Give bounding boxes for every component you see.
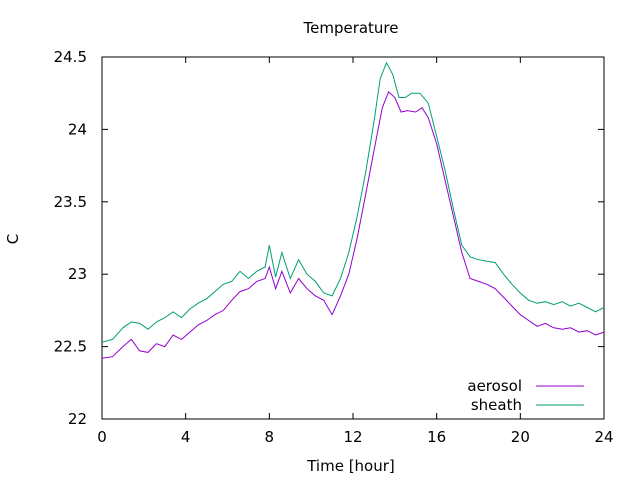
series-line-aerosol <box>101 90 605 359</box>
y-tick-label: 22 <box>68 410 87 428</box>
x-tick-label: 8 <box>265 428 275 446</box>
series-layer <box>101 61 605 359</box>
x-tick-label: 0 <box>97 428 107 446</box>
chart-title: Temperature <box>302 19 398 37</box>
y-tick-label: 23 <box>68 265 87 283</box>
axis-ticks: 0 4 8 12 16 20 24 22 22.5 23 23.5 24 24.5 <box>54 48 614 446</box>
legend-label: sheath <box>471 396 522 414</box>
y-tick-label: 22.5 <box>54 338 87 356</box>
series-line-sheath <box>101 61 605 343</box>
x-tick-label: 16 <box>427 428 446 446</box>
y-tick-label: 23.5 <box>54 193 87 211</box>
plot-area <box>101 56 605 420</box>
y-tick-label: 24 <box>68 120 87 138</box>
x-tick-label: 20 <box>511 428 530 446</box>
y-axis-label: C <box>4 234 22 244</box>
x-axis-label: Time [hour] <box>306 457 395 475</box>
y-tick-label: 24.5 <box>54 48 87 66</box>
x-tick-label: 12 <box>343 428 362 446</box>
x-tick-label: 4 <box>181 428 191 446</box>
x-tick-label: 24 <box>594 428 613 446</box>
legend-label: aerosol <box>467 377 522 395</box>
